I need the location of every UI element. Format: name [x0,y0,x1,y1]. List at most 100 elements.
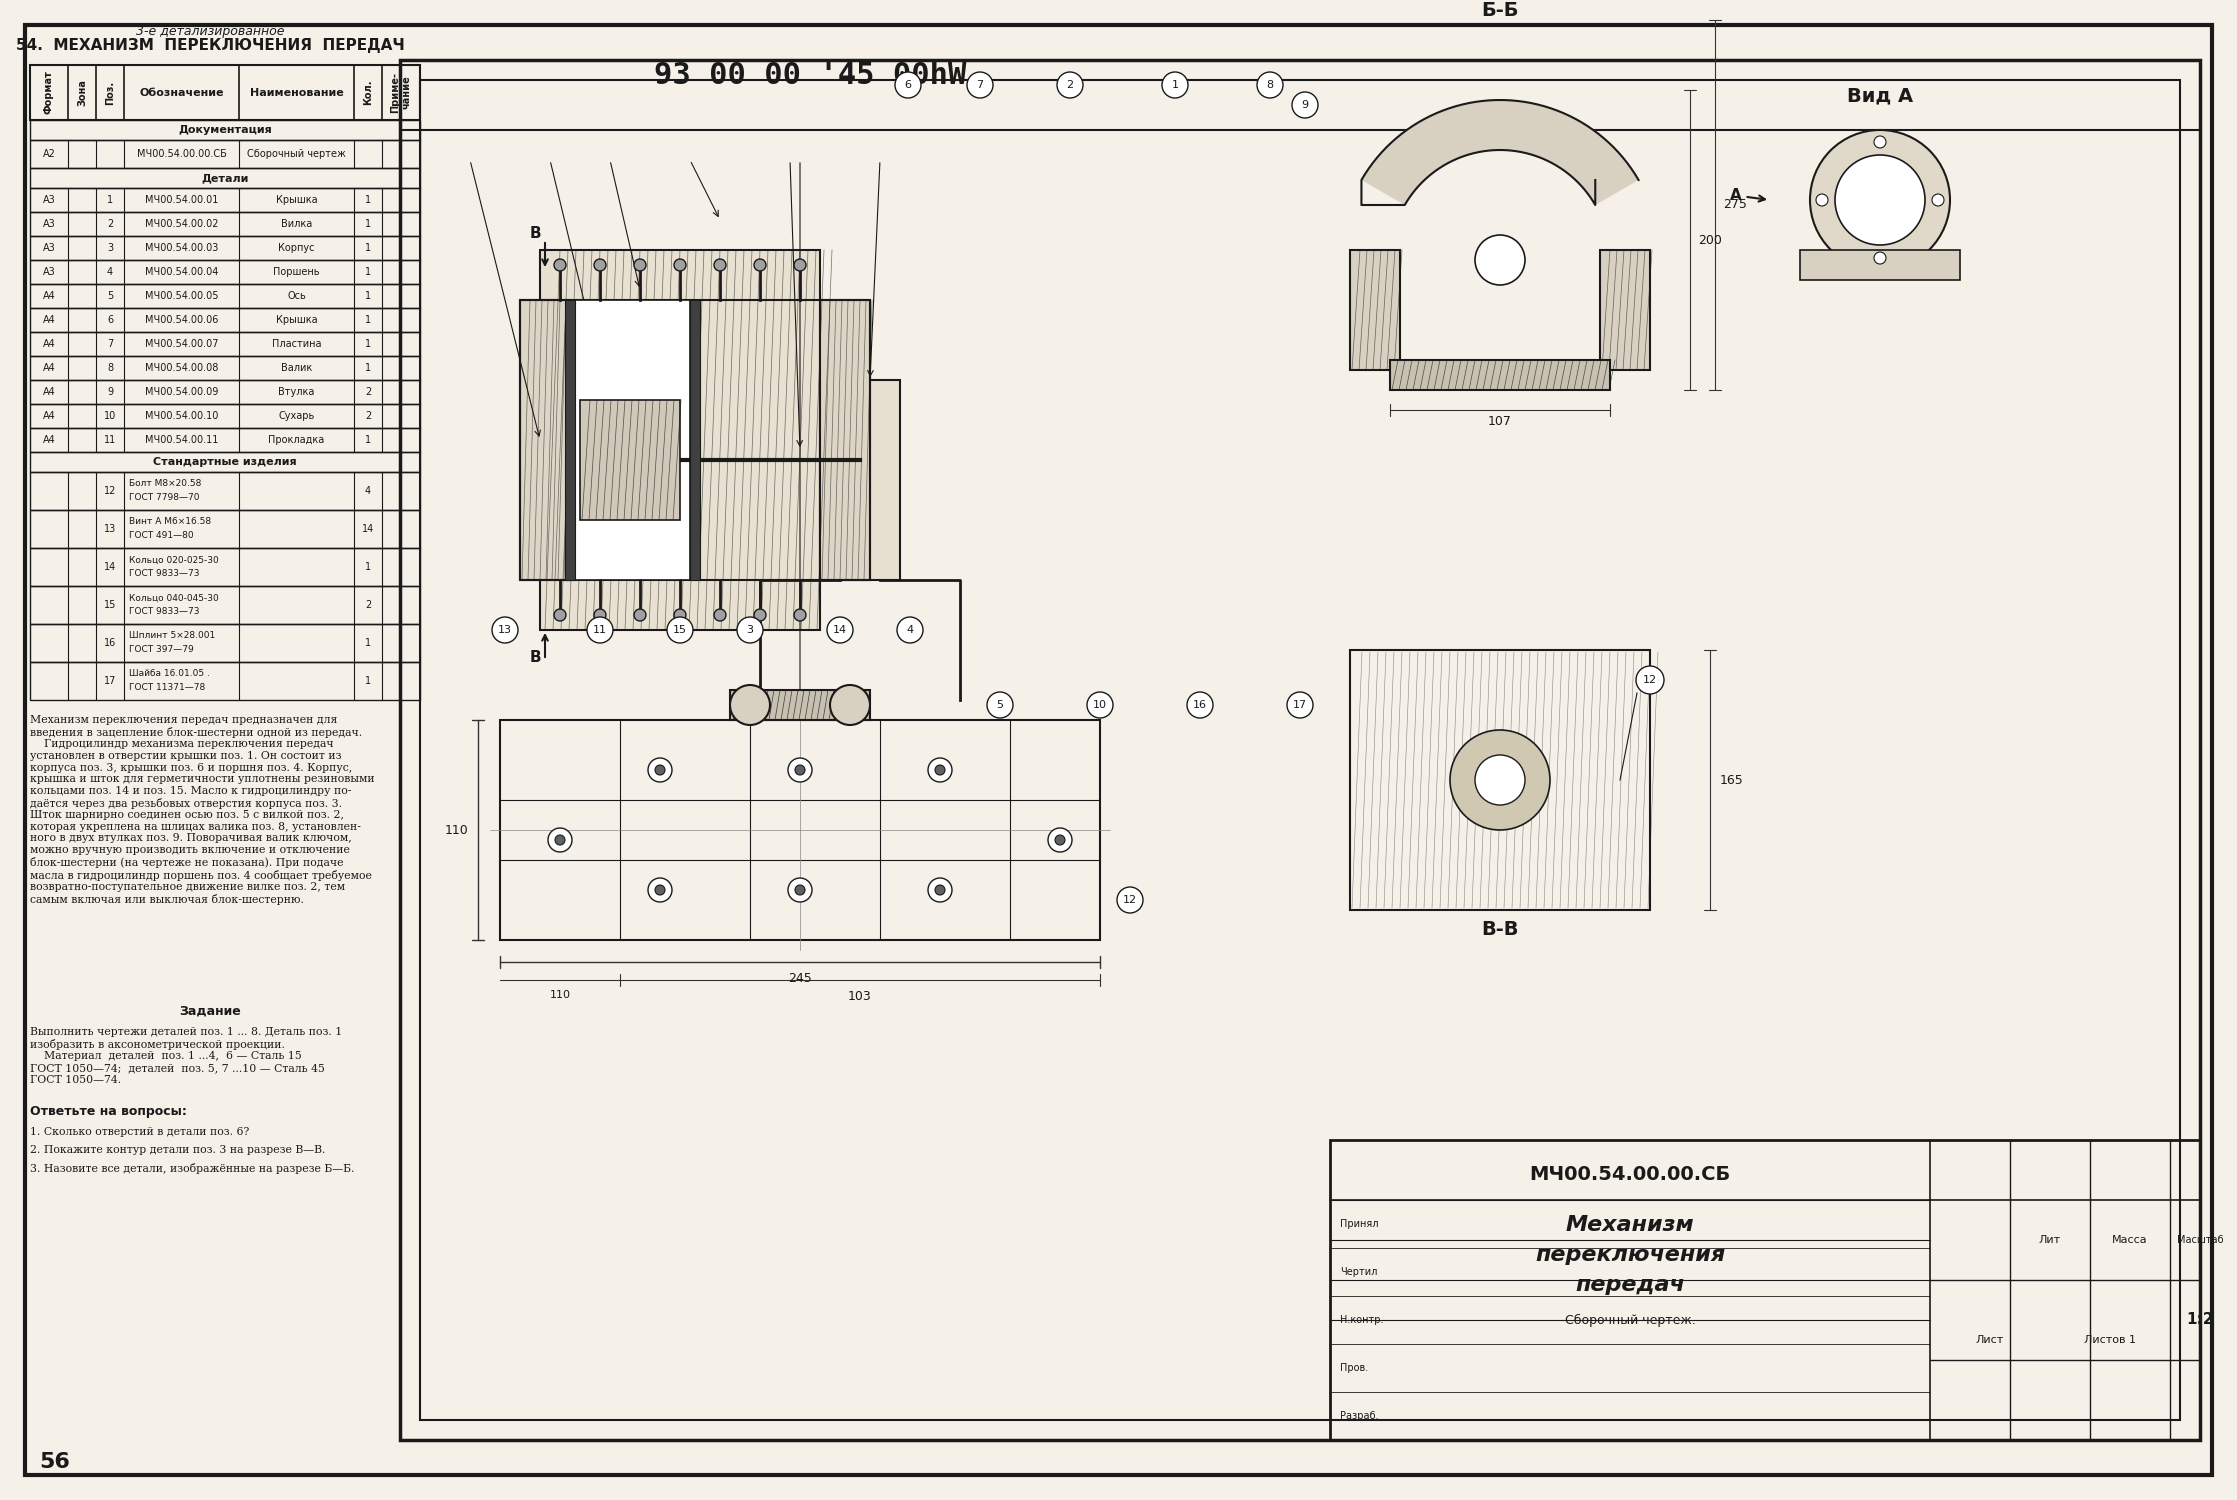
Text: 10: 10 [103,411,116,422]
Bar [29,332,421,356]
Bar [29,188,421,211]
Circle shape [586,616,613,644]
Text: 13: 13 [103,524,116,534]
Text: 3-е детализированное: 3-е детализированное [136,26,284,38]
Text: А4: А4 [43,363,56,374]
Text: 16: 16 [103,638,116,648]
Text: 5: 5 [995,700,1004,709]
Text: 9: 9 [1302,100,1309,109]
Text: А4: А4 [43,435,56,445]
Circle shape [830,686,870,724]
Text: Прокладка: Прокладка [268,435,324,445]
Text: ГОСТ 7798—70: ГОСТ 7798—70 [130,494,199,502]
Circle shape [1286,692,1313,718]
Text: 16: 16 [1192,700,1208,709]
Text: Кольцо 020-025-30: Кольцо 020-025-30 [130,555,219,564]
Text: МЧ00.54.00.08: МЧ00.54.00.08 [145,363,219,374]
Text: Б-Б: Б-Б [1481,2,1519,20]
Text: МЧ00.54.00.06: МЧ00.54.00.06 [145,315,219,326]
Bar [29,308,421,332]
Circle shape [595,260,606,272]
Text: 7: 7 [975,80,984,90]
Text: 1. Сколько отверстий в детали поз. 6?: 1. Сколько отверстий в детали поз. 6? [29,1126,248,1137]
Bar [29,64,421,120]
Circle shape [754,260,765,272]
Text: 15: 15 [103,600,116,610]
Text: А3: А3 [43,195,56,206]
Text: 93 00 00 '45 00hW: 93 00 00 '45 00hW [653,60,966,90]
Text: 1: 1 [365,676,371,686]
Text: ГОСТ 9833—73: ГОСТ 9833—73 [130,608,199,616]
Bar [1801,251,1960,280]
Text: 275: 275 [1722,198,1747,211]
Text: А: А [1729,188,1765,202]
Text: Приме-
чание: Приме- чание [389,72,412,112]
Circle shape [555,260,566,272]
Bar [29,120,421,140]
Text: 17: 17 [103,676,116,686]
Text: МЧ00.54.00.00.СБ: МЧ00.54.00.00.СБ [1530,1166,1731,1185]
Text: 3: 3 [107,243,114,254]
Circle shape [794,609,805,621]
Text: Н.контр.: Н.контр. [1340,1316,1382,1324]
Bar [29,472,421,510]
Text: 14: 14 [362,524,374,534]
Text: Вилка: Вилка [282,219,313,230]
Text: 1: 1 [107,195,114,206]
Text: А3: А3 [43,243,56,254]
Circle shape [987,692,1013,718]
Text: МЧ00.54.00.03: МЧ00.54.00.03 [145,243,219,254]
Text: 2: 2 [365,411,371,422]
Text: 165: 165 [1720,774,1745,786]
Text: 8: 8 [1266,80,1273,90]
Text: 110: 110 [445,824,468,837]
Bar [566,300,575,580]
Text: 12: 12 [1123,896,1136,904]
Text: 14: 14 [103,562,116,572]
Text: 1: 1 [365,638,371,648]
Text: 11: 11 [103,435,116,445]
Bar [29,211,421,236]
Text: 13: 13 [499,626,512,634]
Text: 6: 6 [107,315,114,326]
Circle shape [1810,130,1951,270]
Circle shape [754,609,765,621]
Text: Кол.: Кол. [362,80,374,105]
Circle shape [595,609,606,621]
Circle shape [714,609,727,621]
Text: МЧ00.54.00.07: МЧ00.54.00.07 [145,339,219,350]
Circle shape [1087,692,1114,718]
Text: Крышка: Крышка [275,195,318,206]
Text: Механизм переключения передач предназначен для
введения в зацепление блок-шестер: Механизм переключения передач предназнач… [29,716,374,904]
Circle shape [673,260,687,272]
Text: Винт А М6×16.58: Винт А М6×16.58 [130,518,210,526]
Bar [29,427,421,451]
Text: 1: 1 [365,363,371,374]
Circle shape [1450,730,1550,830]
Text: ГОСТ 9833—73: ГОСТ 9833—73 [130,570,199,579]
Text: Корпус: Корпус [277,243,315,254]
Circle shape [655,885,664,896]
Bar [519,300,570,580]
Text: МЧ00.54.00.01: МЧ00.54.00.01 [145,195,219,206]
Text: 12: 12 [103,486,116,496]
Text: 1: 1 [365,195,371,206]
Circle shape [935,765,944,776]
Text: Шайба 16.01.05 .: Шайба 16.01.05 . [130,669,210,678]
Text: А4: А4 [43,339,56,350]
Text: Наименование: Наименование [251,87,342,98]
Circle shape [1474,754,1526,806]
Circle shape [1875,136,1886,148]
Text: Принял: Принял [1340,1220,1378,1228]
Circle shape [1474,236,1526,285]
Text: 1: 1 [365,562,371,572]
Text: Пров.: Пров. [1340,1364,1369,1372]
Circle shape [736,616,763,644]
Text: Формат: Формат [45,70,54,114]
Text: 200: 200 [1698,234,1722,246]
Text: Разраб.: Разраб. [1340,1412,1378,1420]
Text: Масса: Масса [2112,1234,2148,1245]
Bar [579,400,680,520]
Circle shape [492,616,519,644]
Text: Зона: Зона [76,80,87,106]
